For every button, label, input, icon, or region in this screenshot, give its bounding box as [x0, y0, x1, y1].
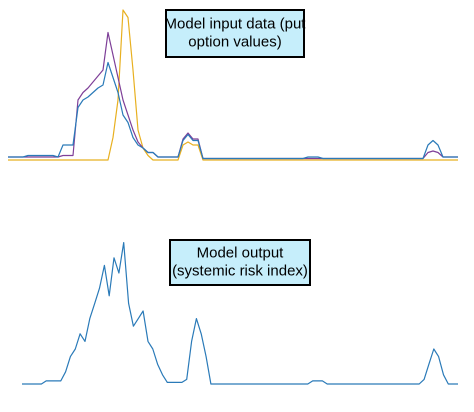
series-line [8, 61, 458, 160]
annotation-text: Model output [197, 244, 285, 261]
series-line [8, 9, 458, 161]
annotation-text: (systemic risk index) [172, 262, 308, 279]
annotation-text: option values) [188, 33, 281, 50]
annotation-box [165, 9, 305, 58]
annotation-box [169, 239, 311, 286]
series-line [22, 242, 458, 385]
annotation-text: Model input data (put [165, 15, 307, 32]
